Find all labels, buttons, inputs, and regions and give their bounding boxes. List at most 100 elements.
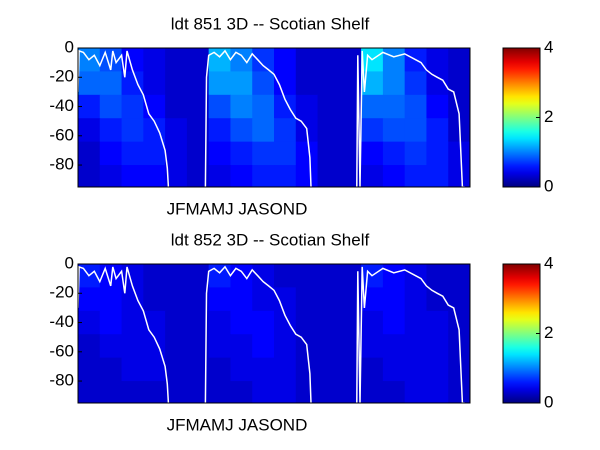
heatmap-cell: [295, 381, 319, 404]
heatmap-cell: [361, 165, 384, 188]
heatmap-cell: [317, 94, 340, 119]
heatmap-cell: [230, 287, 253, 312]
y-tick-label: -20: [49, 67, 74, 86]
heatmap-cell: [426, 287, 449, 312]
heatmap-cell: [339, 264, 362, 288]
heatmap-cell: [78, 165, 101, 188]
heatmap-cell: [382, 141, 406, 166]
heatmap-cell: [99, 94, 123, 119]
heatmap-cell: [165, 264, 188, 288]
heatmap-cell: [186, 94, 210, 119]
heatmap-cell: [143, 264, 166, 288]
heatmap-cell: [165, 118, 188, 143]
heatmap-cell: [252, 381, 275, 404]
heatmap-cell: [361, 381, 384, 404]
heatmap-cell: [426, 118, 449, 143]
heatmap-cell: [426, 141, 449, 166]
heatmap-cell: [448, 165, 471, 188]
heatmap-cell: [99, 71, 123, 96]
heatmap-cell: [230, 334, 253, 359]
heatmap-cell: [208, 165, 231, 188]
colorbar-tick-label: 0: [544, 176, 553, 195]
heatmap-cell: [339, 287, 362, 312]
y-tick-label: -20: [49, 283, 74, 302]
heatmap-cell: [186, 141, 210, 166]
heatmap-cell: [295, 71, 319, 96]
heatmap-cell: [121, 287, 144, 312]
heatmap-cell: [339, 334, 362, 359]
heatmap-cell: [143, 71, 166, 96]
colorbar-tick-label: 4: [544, 253, 553, 272]
heatmap-cell: [99, 310, 123, 335]
heatmap-cell: [317, 165, 340, 188]
heatmap-cell: [186, 357, 210, 382]
heatmap-cell: [78, 118, 101, 143]
heatmap-cell: [339, 310, 362, 335]
heatmap-cell: [274, 141, 297, 166]
heatmap-cell: [317, 264, 340, 288]
heatmap-cell: [426, 334, 449, 359]
heatmap-cell: [121, 94, 144, 119]
heatmap-cell: [165, 71, 188, 96]
heatmap-cell: [317, 310, 340, 335]
heatmap-cell: [274, 264, 297, 288]
heatmap-cell: [186, 264, 210, 288]
colorbar: [502, 263, 541, 404]
heatmap-cell: [143, 287, 166, 312]
heatmap-cell: [121, 334, 144, 359]
heatmap-cell: [317, 141, 340, 166]
heatmap-cell: [295, 141, 319, 166]
heatmap-cell: [274, 310, 297, 335]
heatmap-cell: [404, 165, 427, 188]
heatmap-cell: [252, 334, 275, 359]
heatmap-cell: [426, 94, 449, 119]
heatmap-cell: [382, 48, 406, 72]
heatmap-cell: [274, 48, 297, 72]
heatmap-cell: [252, 141, 275, 166]
heatmap-cell: [274, 334, 297, 359]
heatmap-cell: [274, 165, 297, 188]
heatmap-cell: [165, 381, 188, 404]
heatmap-cell: [382, 310, 406, 335]
heatmap-cell: [208, 310, 231, 335]
heatmap-cell: [426, 310, 449, 335]
heatmap-cell: [274, 71, 297, 96]
heatmap-cell: [208, 334, 231, 359]
colorbar-tick-label: 0: [544, 392, 553, 411]
heatmap-cell: [382, 165, 406, 188]
heatmap-cell: [404, 94, 427, 119]
heatmap-cell: [426, 381, 449, 404]
heatmap-cell: [78, 334, 101, 359]
heatmap-cell: [382, 94, 406, 119]
heatmap-cell: [186, 118, 210, 143]
y-tick-label: -40: [49, 96, 74, 115]
heatmap-cell: [361, 71, 384, 96]
heatmap-cell: [208, 71, 231, 96]
heatmap-cell: [448, 94, 471, 119]
heatmap-cell: [99, 357, 123, 382]
x-axis-label: JFMAMJ JASOND: [167, 199, 308, 218]
heatmap-cell: [295, 310, 319, 335]
heatmap-cell: [404, 310, 427, 335]
heatmap-cell: [382, 287, 406, 312]
heatmap-cell: [99, 118, 123, 143]
heatmap-cell: [121, 71, 144, 96]
heatmap-cell: [361, 118, 384, 143]
heatmap-cell: [382, 118, 406, 143]
heatmap-cell: [295, 48, 319, 72]
heatmap-cell: [382, 357, 406, 382]
heatmap-cell: [404, 357, 427, 382]
heatmap-cell: [99, 165, 123, 188]
heatmap-cell: [404, 334, 427, 359]
heatmap-cell: [448, 287, 471, 312]
heatmap-cell: [99, 287, 123, 312]
heatmap-cell: [230, 381, 253, 404]
heatmap-cell: [317, 357, 340, 382]
heatmap-cell: [339, 357, 362, 382]
heatmap-cell: [143, 48, 166, 72]
y-tick-label: -60: [49, 125, 74, 144]
heatmap-cell: [426, 357, 449, 382]
heatmap-cell: [78, 287, 101, 312]
heatmap-cell: [404, 381, 427, 404]
heatmap-cell: [99, 381, 123, 404]
